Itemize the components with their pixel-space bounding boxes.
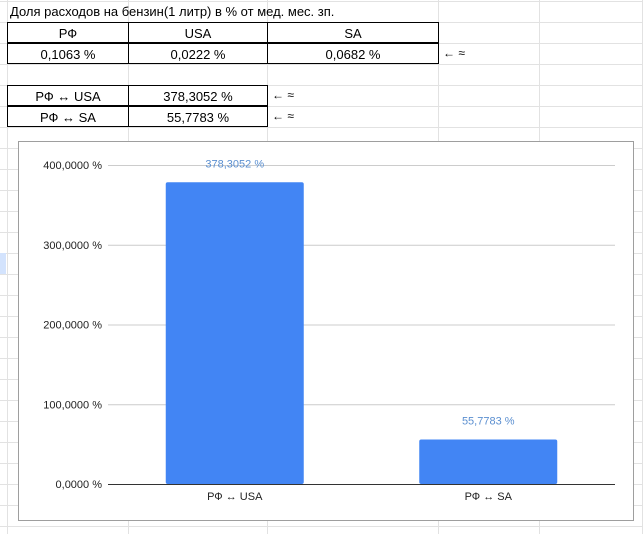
value-cell-usa[interactable]: 0,0222 % [128,43,268,64]
sheet-title-cell[interactable]: Доля расходов на бензин(1 литр) в % от м… [10,4,335,19]
comparison-label-sa[interactable]: РФ ↔ SA [7,106,129,127]
y-tick-label: 0,0000 % [56,479,103,491]
value-cell-sa[interactable]: 0,0682 % [267,43,439,64]
y-tick-label: 200,0000 % [43,320,102,332]
comparison-note-sa[interactable]: ← ≈ [272,109,294,123]
comparison-value-sa[interactable]: 55,7783 % [128,106,268,127]
x-tick-label: РФ ↔ USA [207,491,263,503]
selected-row-header[interactable] [0,253,6,274]
values-note-cell[interactable]: ← ≈ [443,46,465,60]
bar-chart[interactable]: 0,0000 % 100,0000 % 200,0000 % 300,0000 % 40… [18,141,634,521]
comparison-note-usa[interactable]: ← ≈ [272,88,294,102]
bar [165,182,304,484]
value-cell-rf[interactable]: 0,1063 % [7,43,129,64]
y-tick-label: 400,0000 % [43,160,102,172]
x-tick-label: РФ ↔ SA [465,491,513,503]
comparison-label-usa[interactable]: РФ ↔ USA [7,85,129,106]
header-cell-sa[interactable]: SA [267,22,439,43]
y-tick-label: 100,0000 % [43,399,102,411]
data-label: 378,3052 % [205,158,264,170]
chart-canvas: 0,0000 % 100,0000 % 200,0000 % 300,0000 % 40… [43,158,615,503]
comparison-value-usa[interactable]: 378,3052 % [128,85,268,106]
header-cell-rf[interactable]: РФ [7,22,129,43]
y-tick-label: 300,0000 % [43,240,102,252]
header-cell-usa[interactable]: USA [128,22,268,43]
data-label: 55,7783 % [462,416,515,428]
bar [419,439,558,484]
